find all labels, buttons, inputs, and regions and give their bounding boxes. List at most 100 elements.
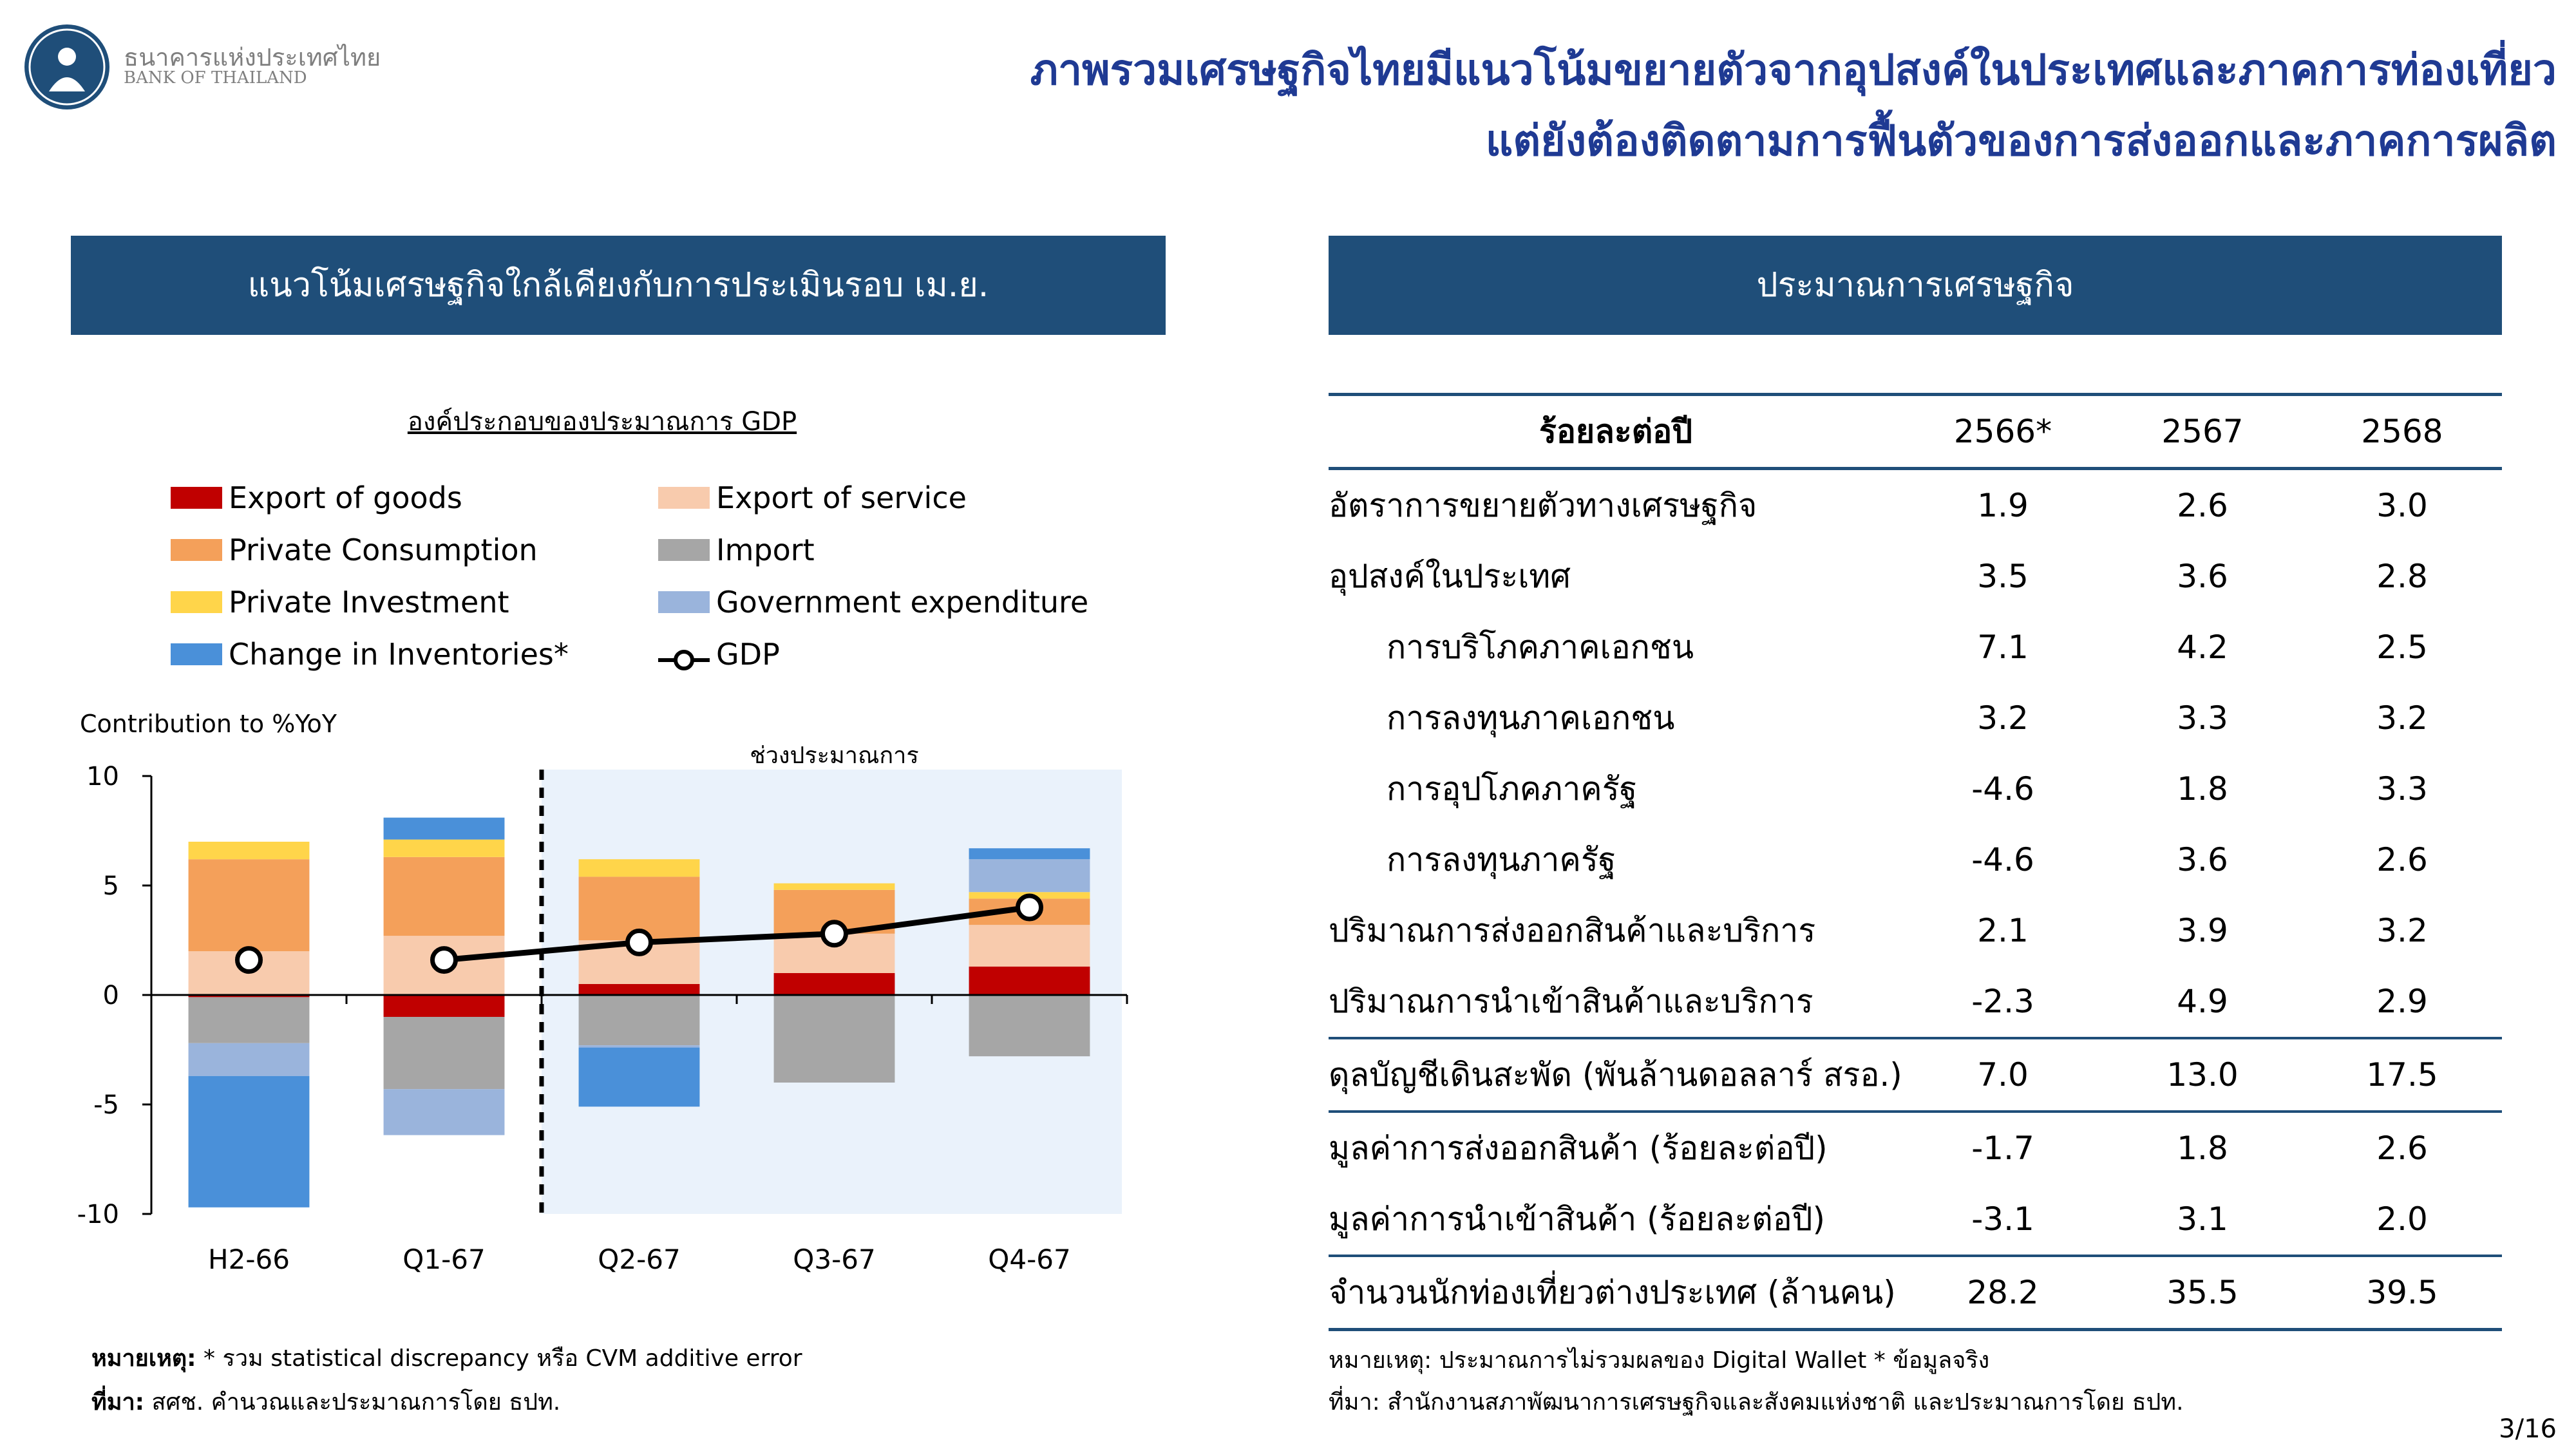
bar-segment bbox=[969, 995, 1090, 1057]
legend-label: GDP bbox=[716, 637, 780, 672]
table-row: อัตราการขยายตัวทางเศรษฐกิจ 1.9 2.6 3.0 bbox=[1329, 469, 2502, 542]
row-label: การลงทุนภาครัฐ bbox=[1387, 840, 1616, 878]
right-source: ที่มา: สำนักงานสภาพัฒนาการเศรษฐกิจและสัง… bbox=[1329, 1389, 2184, 1416]
y-tick-label: -5 bbox=[93, 1090, 119, 1120]
slide-title-line-2: แต่ยังต้องติดตามการฟื้นตัวของการส่งออกแล… bbox=[1485, 116, 2557, 166]
x-tick-label: Q1-67 bbox=[402, 1244, 485, 1275]
row-label: มูลค่าการนำเข้าสินค้า (ร้อยละต่อปี) bbox=[1329, 1200, 1825, 1238]
bar-segment bbox=[578, 984, 700, 995]
table-header-unit: ร้อยละต่อปี bbox=[1329, 393, 1903, 470]
row-value: 28.2 bbox=[1903, 1255, 2103, 1331]
table-row: การบริโภคภาคเอกชน 7.1 4.2 2.5 bbox=[1329, 612, 2502, 683]
table-row: ปริมาณการนำเข้าสินค้าและบริการ -2.3 4.9 … bbox=[1329, 966, 2502, 1038]
legend-label: Private Investment bbox=[229, 585, 509, 620]
table-row: การลงทุนภาคเอกชน 3.2 3.3 3.2 bbox=[1329, 683, 2502, 753]
bar-segment bbox=[383, 817, 505, 840]
left-source-text: สศช. คำนวณและประมาณการโดย ธปท. bbox=[144, 1389, 561, 1416]
y-tick-label: 0 bbox=[103, 981, 119, 1010]
row-label: มูลค่าการส่งออกสินค้า (ร้อยละต่อปี) bbox=[1329, 1110, 1903, 1184]
bar-segment bbox=[188, 995, 310, 998]
row-value: -2.3 bbox=[1971, 983, 2034, 1020]
row-value: 7.0 bbox=[1903, 1037, 2103, 1112]
row-label: การลงทุนภาคเอกชน bbox=[1387, 699, 1675, 737]
legend-swatch bbox=[658, 487, 710, 509]
y-axis-label: Contribution to %YoY bbox=[80, 710, 337, 738]
left-note-text: * รวม statistical discrepancy หรือ CVM a… bbox=[196, 1345, 802, 1372]
bar-segment bbox=[578, 1045, 700, 1048]
bar-segment bbox=[578, 1047, 700, 1107]
bar-segment bbox=[188, 859, 310, 951]
bar-segment bbox=[383, 839, 505, 857]
row-value: 2.6 bbox=[2376, 841, 2428, 878]
y-tick-label: 5 bbox=[103, 871, 119, 901]
bar-segment bbox=[578, 859, 700, 877]
economic-forecast-table: ร้อยละต่อปี 2566* 2567 2568 อัตราการขยาย… bbox=[1329, 393, 2502, 1331]
gdp-point bbox=[430, 946, 458, 974]
bar-segment bbox=[773, 973, 895, 995]
legend-export-service: Export of service bbox=[658, 480, 967, 515]
legend-change-in-inventories: Change in Inventories* bbox=[171, 637, 569, 672]
slide-title-line-1: ภาพรวมเศรษฐกิจไทยมีแนวโน้มขยายตัวจากอุปส… bbox=[1030, 45, 2557, 95]
table-header-year: 2566* bbox=[1903, 393, 2103, 470]
chart-title: องค์ประกอบของประมาณการ GDP bbox=[407, 407, 797, 437]
legend-label: Export of service bbox=[716, 480, 967, 515]
row-value: -1.7 bbox=[1903, 1110, 2103, 1184]
row-value: 3.6 bbox=[2177, 558, 2228, 595]
gdp-line bbox=[444, 904, 1030, 963]
right-note: หมายเหตุ: ประมาณการไม่รวมผลของ Digital W… bbox=[1329, 1347, 1990, 1374]
row-value: 3.3 bbox=[2177, 699, 2228, 737]
legend-swatch bbox=[171, 591, 222, 613]
bar-segment bbox=[578, 995, 700, 1046]
legend-label: Export of goods bbox=[229, 480, 462, 515]
row-value: 3.9 bbox=[2177, 912, 2228, 949]
table-row: การลงทุนภาครัฐ -4.6 3.6 2.6 bbox=[1329, 824, 2502, 895]
legend-label: Change in Inventories* bbox=[229, 637, 569, 672]
legend-swatch bbox=[658, 539, 710, 561]
row-value: 3.5 bbox=[1977, 558, 2029, 595]
legend-label: Import bbox=[716, 533, 815, 567]
left-source-label: ที่มา: bbox=[91, 1389, 145, 1416]
row-value: 2.6 bbox=[2177, 487, 2228, 524]
logo-name-thai: ธนาคารแห่งประเทศไทย bbox=[124, 43, 381, 71]
row-label: อุปสงค์ในประเทศ bbox=[1329, 557, 1571, 595]
row-label: ดุลบัญชีเดินสะพัด (พันล้านดอลลาร์ สรอ.) bbox=[1329, 1037, 1903, 1112]
legend-label: Private Consumption bbox=[229, 533, 538, 567]
table-row: ปริมาณการส่งออกสินค้าและบริการ 2.1 3.9 3… bbox=[1329, 895, 2502, 966]
logo-name-english: BANK OF THAILAND bbox=[124, 68, 307, 88]
row-value: -4.6 bbox=[1971, 841, 2034, 878]
gdp-contribution-chart: ช่วงประมาณการ 10 5 0 -5 -10 H2-66 Q1-67 Q2-67 Q… bbox=[77, 743, 1128, 1275]
row-label: การอุปโภคภาครัฐ bbox=[1387, 770, 1638, 808]
row-value: 3.6 bbox=[2177, 841, 2228, 878]
row-value: 2.1 bbox=[1977, 912, 2029, 949]
table-header-year: 2568 bbox=[2302, 393, 2502, 470]
bar-segment bbox=[383, 995, 505, 1017]
legend-private-investment: Private Investment bbox=[171, 585, 509, 620]
bar-segment bbox=[188, 1043, 310, 1076]
table-row: อุปสงค์ในประเทศ 3.5 3.6 2.8 bbox=[1329, 541, 2502, 612]
row-value: 39.5 bbox=[2302, 1255, 2502, 1331]
x-tick-label: Q2-67 bbox=[598, 1244, 680, 1275]
legend-swatch bbox=[171, 487, 222, 509]
bar-segment bbox=[773, 883, 895, 890]
bar-segment bbox=[773, 995, 895, 1083]
bar-segment bbox=[969, 966, 1090, 995]
table-row: ดุลบัญชีเดินสะพัด (พันล้านดอลลาร์ สรอ.) … bbox=[1329, 1037, 2502, 1112]
row-label: จำนวนนักท่องเที่ยวต่างประเทศ (ล้านคน) bbox=[1329, 1255, 1903, 1331]
row-value: 2.6 bbox=[2302, 1110, 2502, 1184]
row-value: 1.9 bbox=[1977, 487, 2029, 524]
left-panel-header: แนวโน้มเศรษฐกิจใกล้เคียงกับการประเมินรอบ… bbox=[71, 236, 1166, 335]
bar-segment bbox=[383, 857, 505, 936]
y-tick-label: 10 bbox=[86, 762, 119, 791]
gdp-point bbox=[625, 928, 653, 956]
bot-logo-emblem-icon bbox=[24, 24, 109, 109]
row-value: 1.8 bbox=[2177, 770, 2228, 808]
row-label: ปริมาณการนำเข้าสินค้าและบริการ bbox=[1329, 982, 1814, 1020]
row-value: 3.2 bbox=[2376, 699, 2428, 737]
left-note: หมายเหตุ: * รวม statistical discrepancy … bbox=[91, 1340, 802, 1376]
left-source: ที่มา: สศช. คำนวณและประมาณการโดย ธปท. bbox=[91, 1383, 560, 1420]
row-value: 35.5 bbox=[2103, 1255, 2302, 1331]
legend-government-expenditure: Government expenditure bbox=[658, 585, 1088, 620]
bar-segment bbox=[969, 859, 1090, 893]
legend-swatch bbox=[658, 591, 710, 613]
table-row: มูลค่าการนำเข้าสินค้า (ร้อยละต่อปี) -3.1… bbox=[1329, 1184, 2502, 1256]
